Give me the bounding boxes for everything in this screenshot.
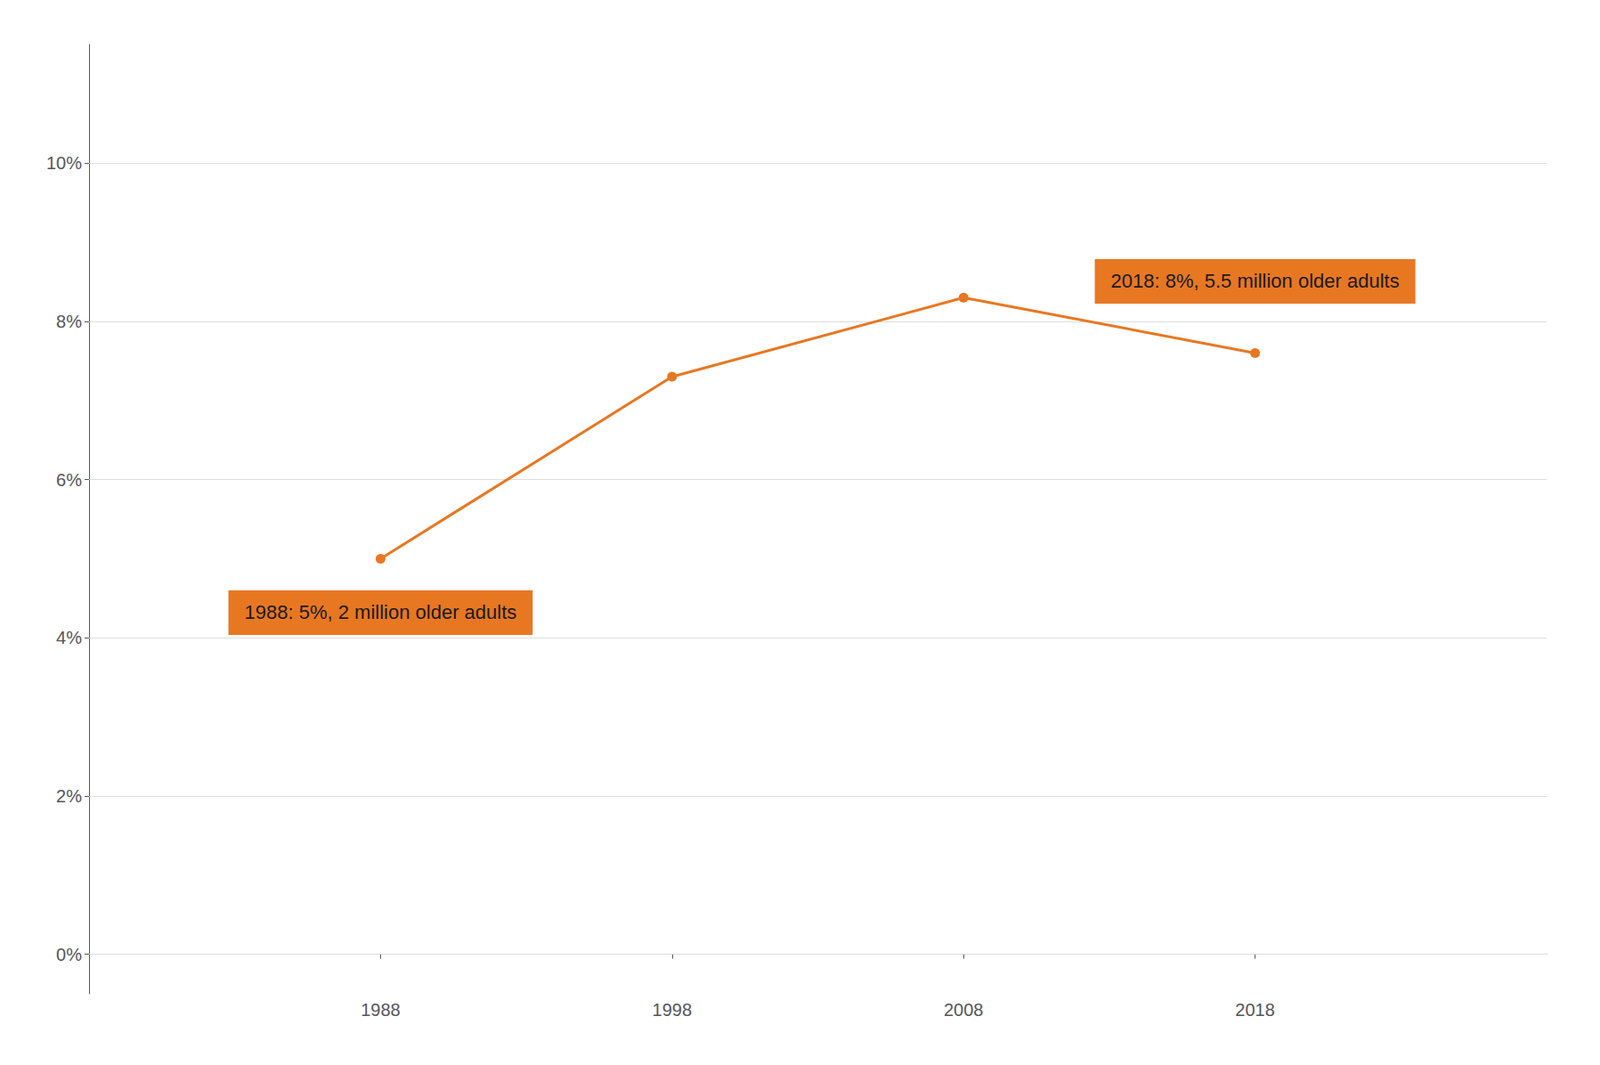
svg-text:8%: 8% [56, 311, 82, 332]
svg-text:2008: 2008 [943, 999, 984, 1020]
svg-text:0%: 0% [56, 944, 82, 965]
svg-text:2%: 2% [56, 786, 82, 806]
svg-text:1988: 5%, 2 million older adul: 1988: 5%, 2 million older adults [244, 601, 518, 624]
svg-text:2018: 2018 [1234, 999, 1276, 1020]
svg-text:2018: 8%, 5.5 million older ad: 2018: 8%, 5.5 million older adults [1111, 269, 1400, 293]
svg-text:4%: 4% [56, 627, 82, 648]
svg-text:1988: 1988 [360, 999, 401, 1020]
svg-text:1998: 1998 [652, 999, 693, 1020]
svg-text:10%: 10% [46, 153, 82, 173]
svg-text:6%: 6% [56, 470, 82, 490]
